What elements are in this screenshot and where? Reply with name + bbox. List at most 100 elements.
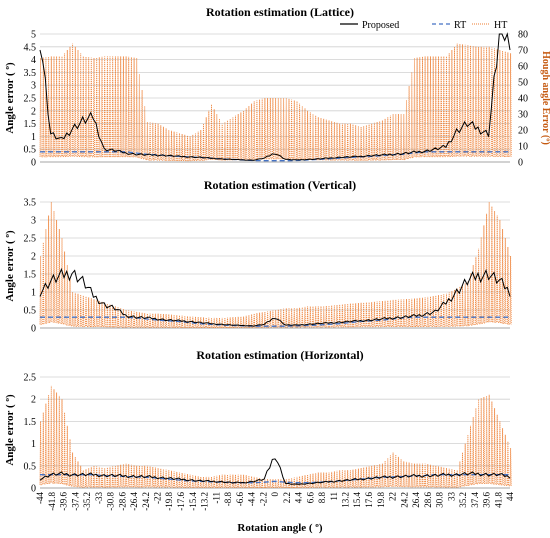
x-tick-label: -6.6 [235,492,245,507]
x-axis-title: Rotation angle ( º) [237,522,323,534]
panel-lattice-ylabel2: Hough angle Error (º) [540,51,550,145]
x-tick-label: 11 [329,492,339,501]
x-tick-label: 28.6 [423,492,433,508]
x-tick-label: 22 [388,492,398,501]
y-tick-label: 0.5 [24,461,37,472]
x-tick-label: -44 [35,492,45,504]
x-tick-label: 41.8 [493,492,503,508]
y2-tick-label: 40 [518,94,528,105]
x-tick-label: 30.8 [435,492,445,508]
legend-proposed-label: Proposed [362,20,399,31]
x-tick-label: 44 [505,492,515,502]
rt-series-line [40,151,510,162]
x-tick-label: 8.8 [317,492,327,504]
ht-series-line [39,43,512,162]
y-tick-label: 2 [31,395,36,406]
rt-series-line [40,474,510,484]
x-tick-label: -15.4 [188,492,198,511]
y-tick-label: 4 [31,55,36,66]
y-tick-label: 2.5 [24,94,37,105]
x-tick-label: 26.4 [411,492,421,508]
y-tick-label: 0.5 [24,306,37,317]
x-tick-label: -28.6 [117,492,127,511]
x-tick-label: -22 [153,492,163,504]
x-tick-label: -17.6 [176,492,186,511]
legend-rt-label: RT [454,20,466,31]
x-tick-label: 2.2 [282,492,292,503]
x-tick-label: -30.8 [106,492,116,511]
x-tick-label: -39.6 [59,492,69,511]
x-tick-label: -35.2 [82,492,92,511]
x-tick-label: 33 [446,492,456,502]
y-tick-label: 1.5 [24,270,37,281]
x-tick-label: 24.2 [399,492,409,508]
y2-tick-label: 80 [518,30,528,41]
x-tick-label: -11 [211,492,221,504]
panel-horizontal-ylabel: Angle error ( º) [4,394,16,466]
legend: Proposed RT HT [340,20,507,31]
y-tick-label: 3 [31,81,36,92]
panel-vertical-ylabel: Angle error ( º) [4,230,16,302]
y-tick-label: 1 [31,439,36,450]
x-tick-label: -33 [94,492,104,504]
x-tick-label: 17.6 [364,492,374,508]
panel-horizontal: Rotation estimation (Horizontal) Angle e… [4,348,512,495]
x-tick-label: 15.4 [352,492,362,508]
panel-lattice: Rotation estimation (Lattice) Proposed R… [4,5,550,169]
y-tick-label: 0.5 [24,145,37,156]
y-tick-label: 3.5 [24,68,37,79]
x-tick-label: 6.6 [305,492,315,504]
x-tick-label: -4.4 [247,492,257,507]
y-tick-label: 4.5 [24,42,37,53]
y2-tick-label: 20 [518,126,528,137]
proposed-series-line [39,32,511,161]
y-tick-label: 2.5 [24,234,37,245]
y2-tick-label: 70 [518,46,528,57]
y-tick-label: 3.5 [24,198,37,209]
rt-series-line [40,316,510,327]
y-tick-label: 1 [31,288,36,299]
panel-lattice-title: Rotation estimation (Lattice) [206,5,354,19]
y-tick-label: 2 [31,106,36,117]
y-tick-label: 1.5 [24,119,37,130]
legend-ht-label: HT [494,20,507,31]
y2-tick-label: 50 [518,78,528,89]
panel-horizontal-title: Rotation estimation (Horizontal) [196,348,363,362]
x-tick-label: 13.2 [341,492,351,508]
y2-tick-label: 0 [518,158,523,169]
y2-tick-label: 10 [518,142,528,153]
proposed-series-line [39,458,511,485]
x-tick-label: -24.2 [141,492,151,511]
x-tick-label: -8.8 [223,492,233,507]
x-tick-label: 37.4 [470,492,480,508]
y-tick-label: 2 [31,252,36,263]
x-axis-ticks: -44 -41.8 -39.6 -37.4 -35.2 -33 -30.8 -28.6 -26.… [35,492,515,511]
panel-lattice-ylabel: Angle error ( º) [4,62,16,134]
y-tick-label: 1.5 [24,417,37,428]
y-tick-label: 2.5 [24,373,37,384]
y-tick-label: 0 [31,484,36,495]
x-tick-label: -2.2 [258,492,268,506]
y2-tick-label: 60 [518,62,528,73]
x-tick-label: -19.8 [164,492,174,511]
y-tick-label: 1 [31,132,36,143]
x-tick-label: 19.8 [376,492,386,508]
x-tick-label: 35.2 [458,492,468,508]
proposed-series-line [39,267,511,327]
x-tick-label: 0 [270,492,280,497]
y-tick-label: 0 [31,158,36,169]
y2-tick-label: 30 [518,110,528,121]
y-tick-label: 0 [31,324,36,335]
ht-series-line [39,385,512,489]
y-tick-label: 3 [31,216,36,227]
x-tick-label: -13.2 [200,492,210,511]
ht-series-line [39,201,512,328]
x-tick-label: -26.4 [129,492,139,511]
x-tick-label: 4.4 [294,492,304,504]
x-tick-label: -37.4 [70,492,80,511]
x-tick-label: -41.8 [47,492,57,511]
panel-vertical-title: Rotation estimation (Vertical) [204,178,356,192]
y-tick-label: 5 [31,30,36,41]
x-tick-label: 39.6 [482,492,492,508]
